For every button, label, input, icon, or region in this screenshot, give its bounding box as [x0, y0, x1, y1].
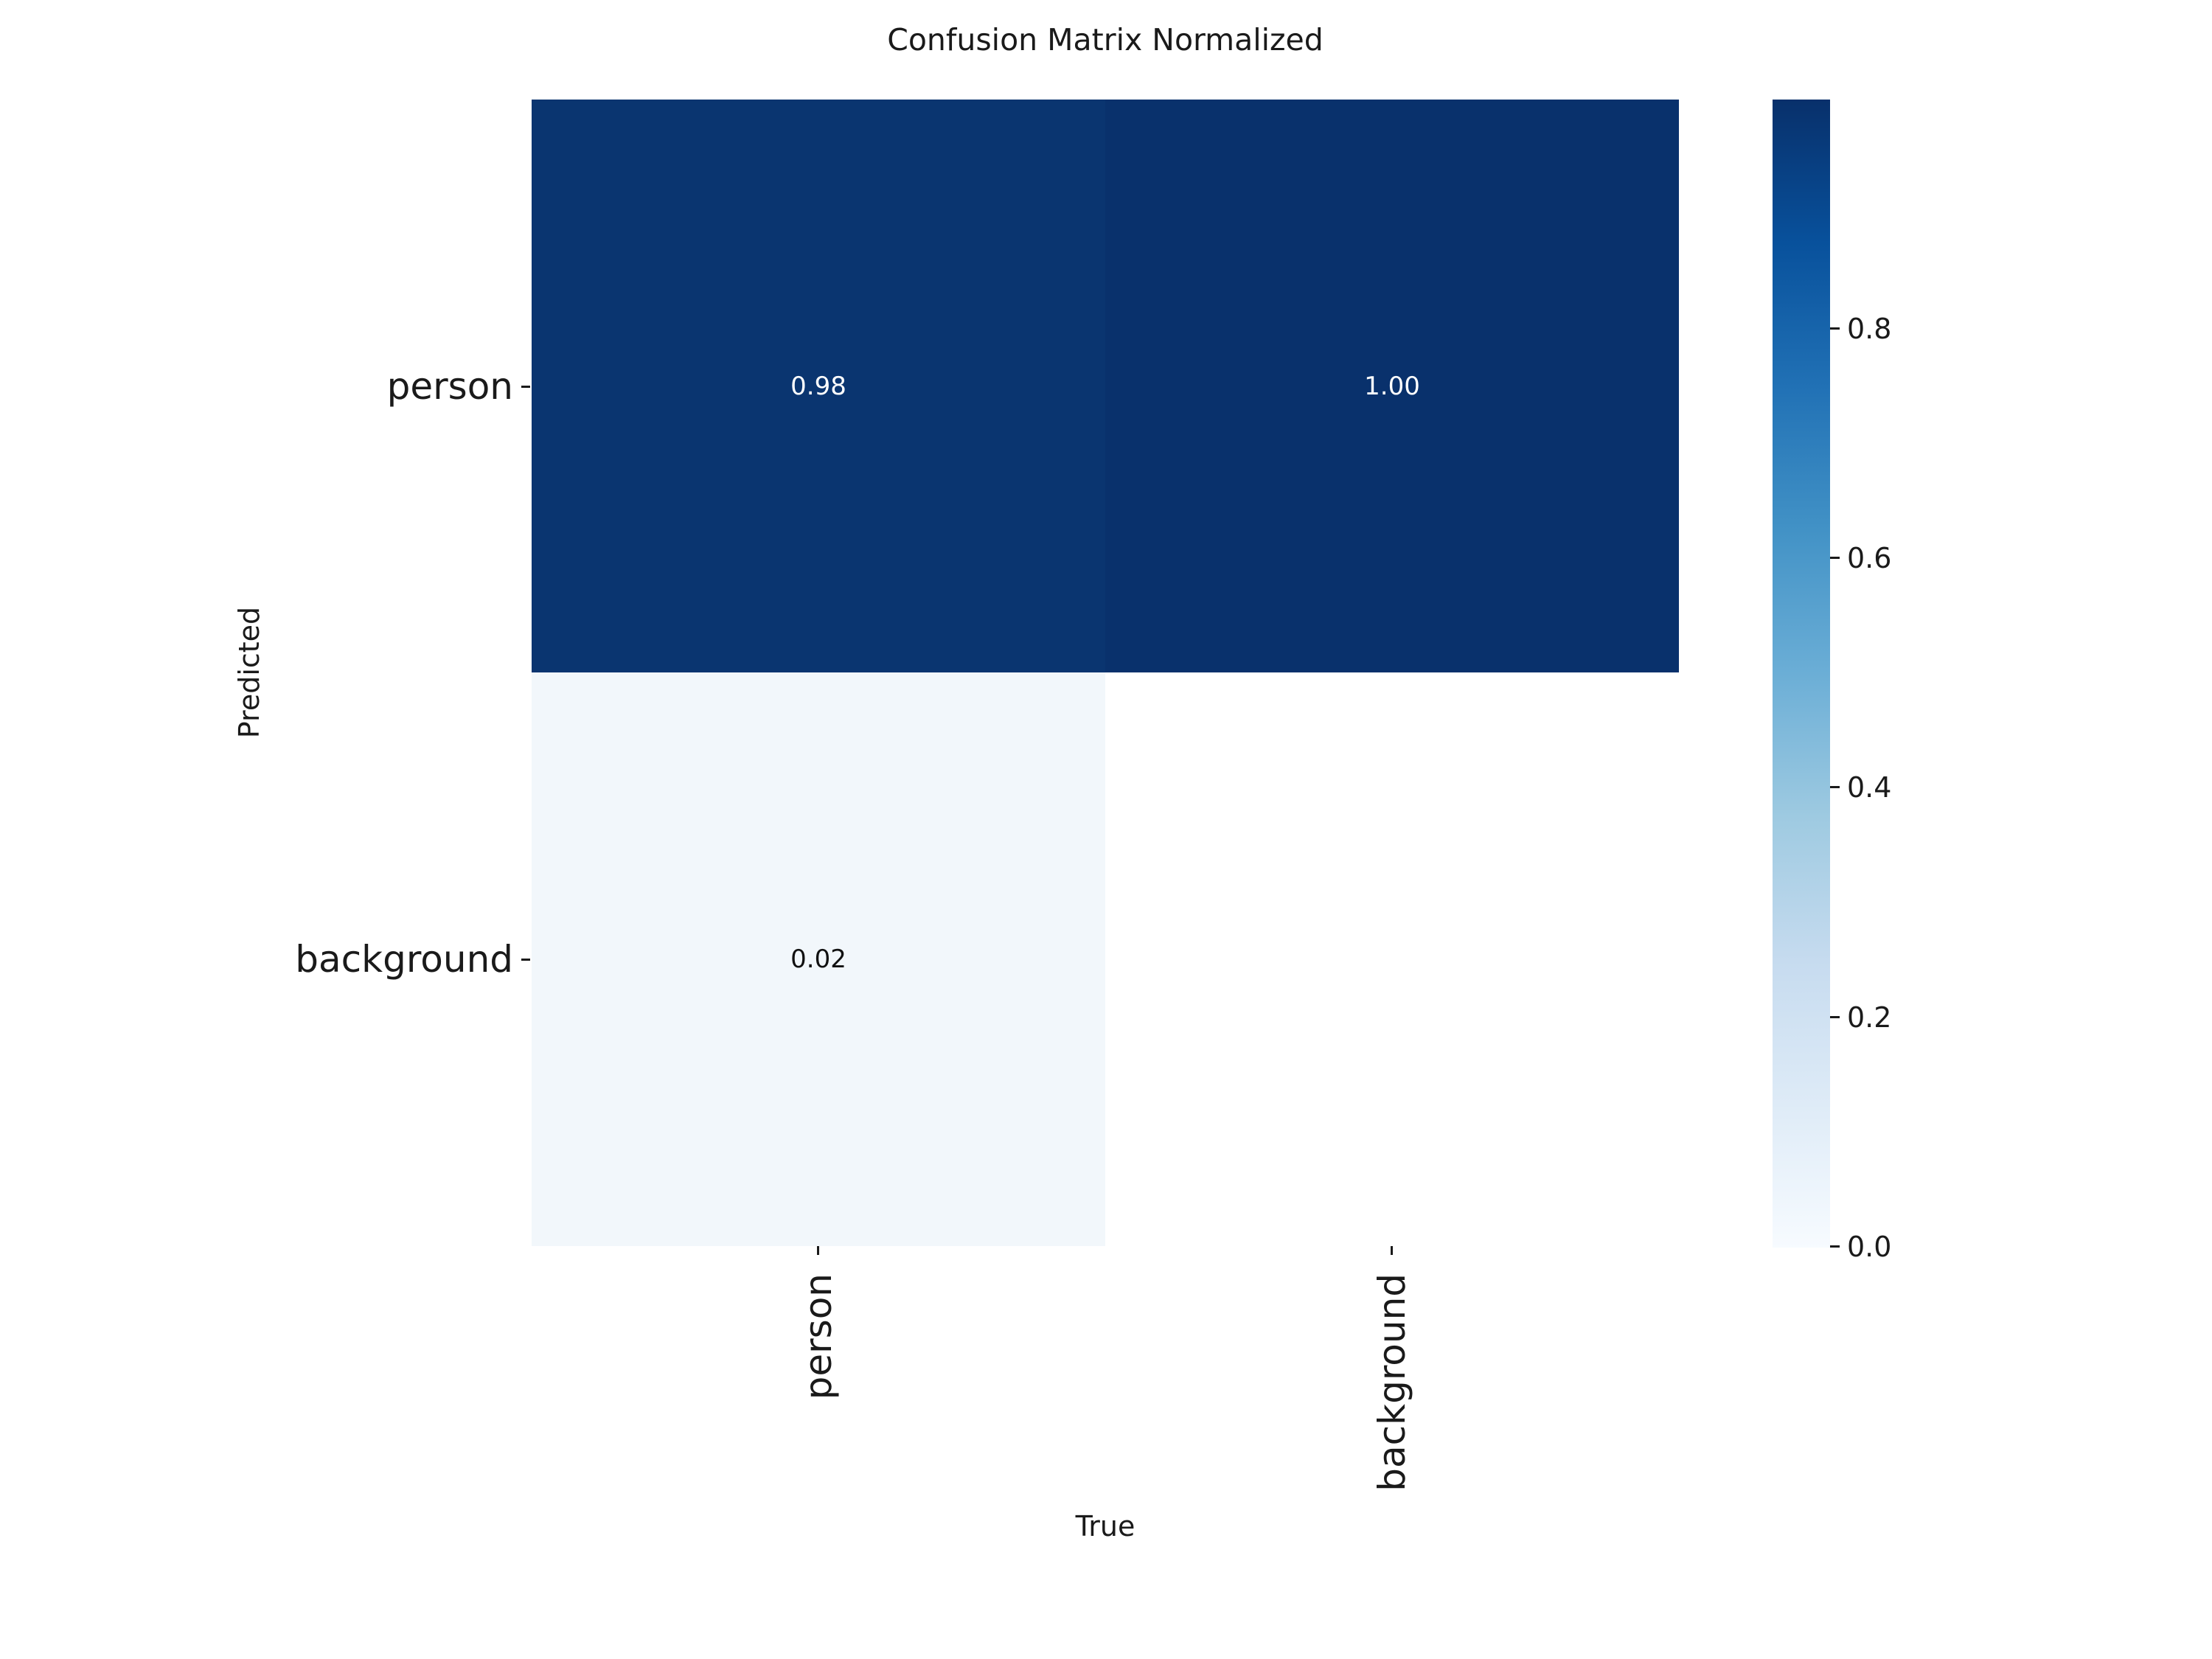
chart-title: Confusion Matrix Normalized — [887, 22, 1324, 58]
y-tick-mark — [521, 959, 530, 961]
x-tick-label-person: person — [797, 1273, 840, 1400]
x-tick-label-background: background — [1371, 1273, 1413, 1492]
heatmap-cell-background-background — [1105, 672, 1679, 1246]
heatmap-cell-person-person: 0.98 — [532, 100, 1105, 672]
y-tick-mark — [521, 386, 530, 388]
y-tick-label-person: person — [386, 365, 513, 408]
heatmap-cell-background-person: 0.02 — [532, 672, 1105, 1246]
x-tick-mark — [817, 1246, 819, 1255]
colorbar-tick-label: 0.8 — [1847, 313, 1892, 345]
colorbar-tick-label: 0.0 — [1847, 1231, 1892, 1263]
cell-value: 0.98 — [790, 371, 846, 401]
x-tick-mark — [1391, 1246, 1393, 1255]
colorbar-tick-label: 0.2 — [1847, 1001, 1892, 1034]
heatmap: 0.98 1.00 0.02 — [532, 100, 1679, 1246]
y-tick-label-background: background — [295, 938, 513, 981]
cell-value: 1.00 — [1364, 371, 1420, 401]
y-axis-label: Predicted — [233, 606, 265, 739]
colorbar-tick-mark — [1830, 327, 1840, 330]
colorbar-gradient — [1773, 100, 1830, 1248]
colorbar-tick-label: 0.4 — [1847, 771, 1892, 804]
colorbar-tick-mark — [1830, 786, 1840, 788]
colorbar-tick-label: 0.6 — [1847, 542, 1892, 574]
colorbar-tick-mark — [1830, 1245, 1840, 1248]
colorbar-tick-mark — [1830, 1016, 1840, 1018]
heatmap-cell-person-background: 1.00 — [1105, 100, 1679, 672]
colorbar-tick-mark — [1830, 557, 1840, 559]
cell-value: 0.02 — [790, 945, 846, 974]
x-axis-label: True — [1075, 1510, 1135, 1543]
